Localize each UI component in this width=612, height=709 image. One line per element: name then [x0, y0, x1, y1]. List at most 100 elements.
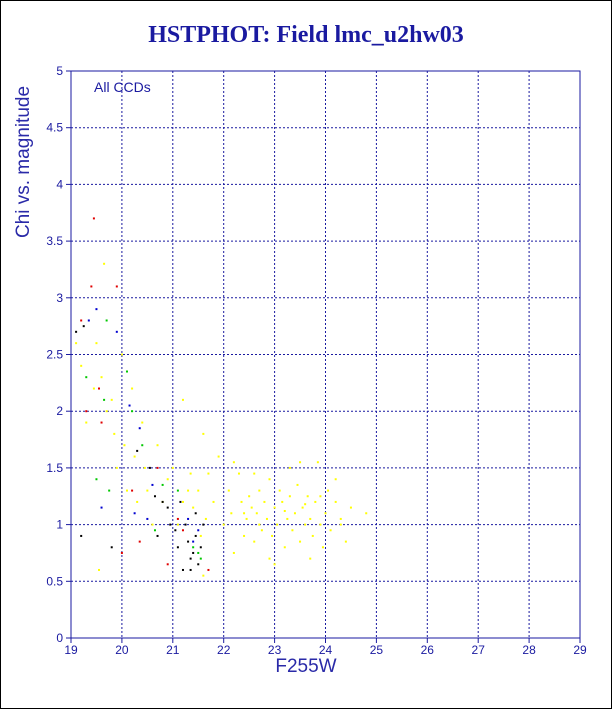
- data-point-yellow: [131, 387, 134, 390]
- data-point-yellow: [306, 495, 309, 498]
- data-point-yellow: [253, 472, 256, 475]
- y-tick-label: 5: [56, 64, 63, 78]
- data-point-green: [125, 370, 128, 373]
- data-point-yellow: [248, 495, 251, 498]
- y-tick-label: 1.5: [46, 461, 63, 475]
- data-point-yellow: [255, 512, 258, 515]
- data-point-yellow: [253, 540, 256, 543]
- grid-lines: [70, 70, 581, 639]
- data-point-yellow: [197, 489, 200, 492]
- data-point-red: [90, 285, 93, 288]
- data-point-yellow: [92, 387, 95, 390]
- data-point-yellow: [278, 489, 281, 492]
- data-point-black: [189, 568, 192, 571]
- data-point-yellow: [327, 489, 330, 492]
- x-tick-label: 24: [319, 643, 333, 657]
- data-point-yellow: [230, 512, 233, 515]
- data-point-green: [176, 489, 179, 492]
- data-point-red: [120, 551, 123, 554]
- data-point-yellow: [250, 506, 253, 509]
- data-point-black: [169, 523, 172, 526]
- data-point-red: [115, 285, 118, 288]
- data-point-yellow: [166, 478, 169, 481]
- data-point-red: [156, 466, 159, 469]
- data-point-yellow: [281, 500, 284, 503]
- data-point-yellow: [258, 489, 261, 492]
- data-point-yellow: [240, 500, 243, 503]
- data-point-black: [110, 546, 113, 549]
- data-point-red: [138, 540, 141, 543]
- data-point-yellow: [243, 534, 246, 537]
- y-tick-label: 0.5: [46, 574, 63, 588]
- data-point-red: [92, 217, 95, 220]
- data-point-yellow: [339, 517, 342, 520]
- data-point-black: [136, 449, 139, 452]
- data-point-black: [199, 546, 202, 549]
- data-point-blue: [146, 517, 149, 520]
- chart-title: HSTPHOT: Field lmc_u2hw03: [148, 22, 464, 48]
- data-point-yellow: [207, 472, 210, 475]
- data-point-red: [166, 563, 169, 566]
- data-point-yellow: [146, 489, 149, 492]
- data-point-yellow: [288, 495, 291, 498]
- data-point-yellow: [113, 432, 116, 435]
- data-point-yellow: [192, 506, 195, 509]
- data-point-yellow: [309, 517, 312, 520]
- data-point-yellow: [309, 557, 312, 560]
- x-tick-label: 19: [64, 643, 78, 657]
- data-point-black: [179, 500, 182, 503]
- x-tick-label: 26: [421, 643, 435, 657]
- data-point-yellow: [141, 421, 144, 424]
- data-point-yellow: [202, 432, 205, 435]
- data-point-yellow: [171, 466, 174, 469]
- data-point-yellow: [273, 506, 276, 509]
- data-point-green: [108, 489, 111, 492]
- data-point-yellow: [204, 517, 207, 520]
- data-point-green: [141, 444, 144, 447]
- y-tick-label: 1: [56, 518, 63, 532]
- y-tick-label: 3: [56, 291, 63, 305]
- data-point-yellow: [95, 342, 98, 345]
- data-point-yellow: [349, 506, 352, 509]
- data-point-black: [192, 551, 195, 554]
- data-point-yellow: [316, 461, 319, 464]
- data-point-yellow: [304, 523, 307, 526]
- data-point-black: [187, 540, 190, 543]
- data-point-yellow: [123, 444, 126, 447]
- x-tick-label: 21: [166, 643, 180, 657]
- data-point-yellow: [286, 517, 289, 520]
- data-point-black: [148, 466, 151, 469]
- data-point-yellow: [222, 523, 225, 526]
- data-point-yellow: [268, 557, 271, 560]
- data-point-green: [161, 483, 164, 486]
- x-tick-label: 25: [370, 643, 384, 657]
- data-point-black: [80, 534, 83, 537]
- data-point-yellow: [125, 489, 128, 492]
- data-point-blue: [197, 529, 200, 532]
- data-point-yellow: [283, 509, 286, 512]
- data-point-yellow: [199, 534, 202, 537]
- data-point-yellow: [245, 517, 248, 520]
- data-point-yellow: [304, 503, 307, 506]
- x-tick-label: 22: [217, 643, 231, 657]
- data-point-black: [174, 529, 177, 532]
- data-point-yellow: [217, 455, 220, 458]
- data-point-green: [131, 410, 134, 413]
- data-point-blue: [138, 427, 141, 430]
- data-point-yellow: [311, 534, 314, 537]
- y-tick-label: 0: [56, 631, 63, 645]
- plot-area-border: [70, 70, 581, 639]
- data-point-black: [189, 557, 192, 560]
- data-point-yellow: [237, 472, 240, 475]
- data-point-yellow: [151, 523, 154, 526]
- data-point-yellow: [291, 529, 294, 532]
- data-point-yellow: [136, 500, 139, 503]
- data-point-yellow: [265, 517, 268, 520]
- data-point-yellow: [276, 523, 279, 526]
- data-point-black: [202, 523, 205, 526]
- data-point-yellow: [97, 568, 100, 571]
- data-point-blue: [187, 517, 190, 520]
- data-point-yellow: [301, 506, 304, 509]
- x-tick-label: 28: [522, 643, 536, 657]
- data-point-yellow: [103, 262, 106, 265]
